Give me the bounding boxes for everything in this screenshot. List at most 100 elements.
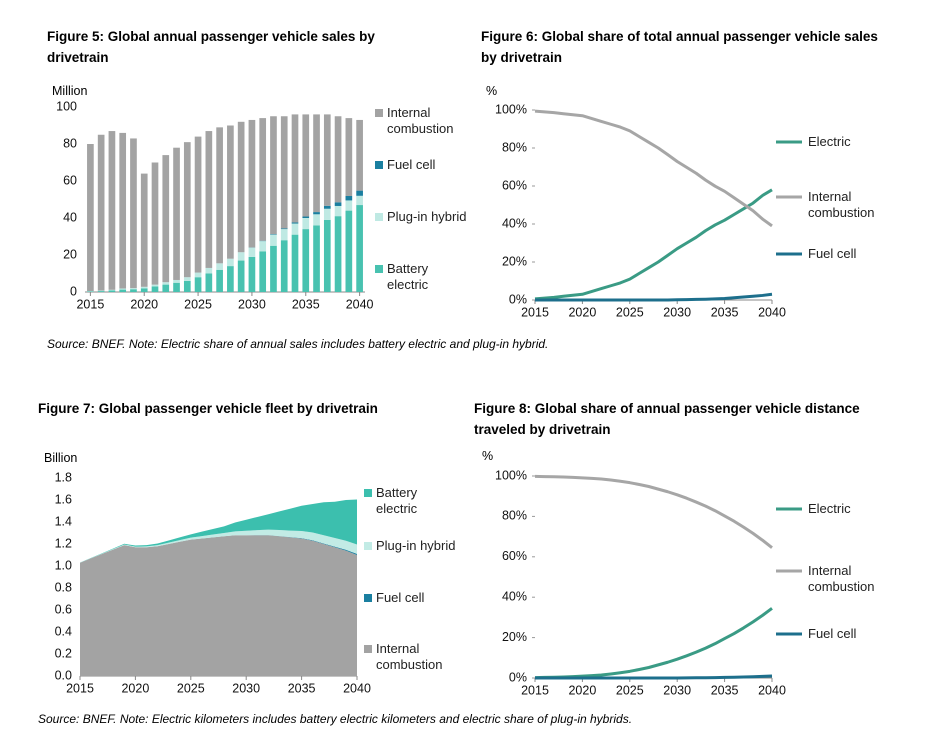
y-tick-label: 20%	[502, 254, 527, 268]
bar-segment	[162, 155, 170, 283]
y-tick-label: 100%	[495, 102, 527, 116]
line	[534, 474, 773, 549]
y-tick-label: 1.8	[55, 470, 72, 484]
bar-segment	[151, 286, 159, 292]
bar-segment	[194, 136, 202, 273]
bar-segment	[313, 225, 320, 292]
y-tick-label: 0.8	[55, 580, 72, 594]
bar-segment	[313, 214, 320, 226]
y-tick-label: 0	[70, 284, 77, 298]
legend-label: Plug-in hybrid	[387, 209, 467, 224]
x-tick-label: 2030	[232, 681, 260, 695]
y-tick-label: 80	[63, 136, 77, 150]
bar-segment	[302, 229, 310, 292]
legend-label: Fuel cell	[387, 157, 436, 172]
line	[535, 292, 773, 302]
bar-segment	[334, 202, 342, 206]
x-tick-label: 2040	[346, 297, 374, 311]
area	[80, 535, 357, 676]
chart-title: Figure 5: Global annual passenger vehicl…	[47, 29, 375, 65]
bar-segment	[119, 289, 127, 292]
legend-swatch	[364, 542, 372, 550]
y-tick-label: 20	[63, 247, 77, 261]
bar-segment	[183, 280, 191, 292]
bar-segment	[291, 222, 299, 224]
bar-segment	[216, 263, 223, 270]
bar-segment	[345, 210, 353, 292]
y-tick-label: 1.4	[55, 514, 72, 528]
bar-segment	[323, 114, 331, 206]
x-tick-label: 2020	[568, 305, 596, 319]
bar-segment	[259, 241, 267, 252]
legend-label: Fuel cell	[376, 590, 425, 605]
bar-segment	[248, 119, 256, 248]
y-axis-label: %	[482, 449, 494, 463]
y-tick-label: 80%	[502, 509, 527, 523]
bar-segment	[259, 118, 267, 241]
bar-segment	[119, 132, 127, 289]
bar-segment	[356, 119, 363, 191]
y-tick-label: 0.6	[55, 602, 72, 616]
bar-segment	[302, 218, 310, 230]
bar-segment	[227, 266, 234, 292]
bar-segment	[183, 142, 191, 278]
x-tick-label: 2025	[184, 297, 212, 311]
x-tick-label: 2020	[130, 297, 158, 311]
x-tick-label: 2025	[616, 683, 644, 697]
bar-segment	[270, 245, 277, 292]
bar-segment	[87, 291, 94, 292]
bar-segment	[291, 223, 299, 235]
line	[535, 674, 773, 680]
y-tick-label: 0.4	[55, 624, 72, 638]
bar-segment	[280, 116, 288, 229]
x-tick-label: 2040	[343, 681, 371, 695]
bar-segment	[345, 118, 353, 196]
bar-segment	[334, 216, 342, 292]
legend-swatch	[364, 594, 372, 602]
bar-segment	[356, 205, 363, 292]
legend-label: Fuel cell	[808, 626, 857, 641]
x-tick-label: 2040	[758, 683, 786, 697]
legend-label: Internal combustion	[376, 641, 443, 672]
x-tick-label: 2020	[568, 683, 596, 697]
bar-segment	[248, 247, 256, 257]
bar-segment	[237, 252, 245, 261]
y-tick-label: 60%	[502, 178, 527, 192]
legend-label: Electric	[808, 501, 851, 516]
legend-swatch	[364, 645, 372, 653]
bar-segment	[173, 282, 180, 292]
bar-segment	[108, 290, 116, 292]
bar-segment	[345, 195, 353, 201]
bar-segment	[227, 258, 234, 267]
bar-segment	[291, 234, 299, 292]
bar-segment	[140, 288, 148, 292]
bar-segment	[140, 173, 148, 287]
y-tick-label: 100	[56, 99, 77, 113]
y-tick-label: 80%	[502, 140, 527, 154]
line	[534, 109, 773, 228]
x-tick-label: 2015	[521, 305, 549, 319]
bar-segment	[183, 277, 191, 281]
bar-segment	[205, 267, 213, 274]
bar-segment	[334, 205, 342, 217]
bar-segment	[323, 208, 331, 220]
area	[80, 499, 357, 563]
bar-segment	[313, 114, 320, 213]
legend-swatch	[364, 489, 372, 497]
x-tick-label: 2030	[238, 297, 266, 311]
x-tick-label: 2015	[76, 297, 104, 311]
source-note: Source: BNEF. Note: Electric kilometers …	[38, 712, 633, 726]
bar-segment	[323, 205, 331, 209]
bar-segment	[194, 272, 202, 278]
chart-title: Figure 8: Global share of annual passeng…	[474, 401, 860, 437]
bar-segment	[291, 114, 299, 223]
line	[534, 188, 773, 301]
bar-segment	[173, 147, 180, 280]
bar-segment	[162, 282, 170, 285]
bar-segment	[356, 190, 363, 196]
bar-segment	[313, 212, 320, 215]
bar-segment	[108, 289, 116, 291]
x-tick-label: 2025	[177, 681, 205, 695]
bar-segment	[237, 260, 245, 292]
